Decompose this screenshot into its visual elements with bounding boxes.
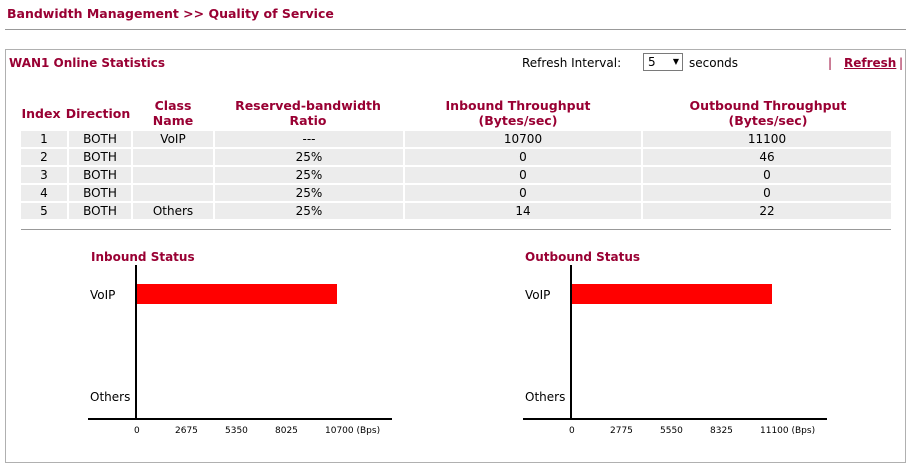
header-outbound-throughput: Outbound Throughput (Bytes/sec): [689, 98, 847, 128]
cell-index: 5: [21, 203, 67, 219]
table-divider: [21, 229, 891, 230]
cell-ratio: ---: [215, 131, 403, 147]
cell-outbound: 0: [643, 185, 891, 201]
refresh-interval-select[interactable]: 5 ▼: [643, 53, 683, 71]
page-title: Bandwidth Management >> Quality of Servi…: [7, 6, 334, 21]
cell-outbound: 22: [643, 203, 891, 219]
tick-label: 2775: [610, 426, 633, 436]
outbound-status-chart: VoIP Others 0 2775 5550 8325 11100 (Bps): [523, 265, 827, 436]
cell-direction: BOTH: [69, 167, 131, 183]
bar: [572, 284, 772, 304]
cell-outbound: 0: [643, 167, 891, 183]
inbound-status-chart: VoIP Others 0 2675 5350 8025 10700 (Bps): [88, 265, 392, 436]
header-class-name: Class Name: [152, 98, 194, 128]
refresh-interval-value: 5: [648, 55, 656, 69]
cell-direction: BOTH: [69, 149, 131, 165]
cell-inbound: 0: [405, 167, 641, 183]
separator-right: |: [899, 56, 904, 70]
tick-label: 10700 (Bps): [325, 426, 380, 436]
cell-inbound: 0: [405, 185, 641, 201]
cell-ratio: 25%: [215, 167, 403, 183]
title-divider: [5, 29, 906, 30]
table-row: 5 BOTH Others 25% 14 22: [18, 203, 892, 219]
statistics-panel: [5, 49, 906, 463]
cell-inbound: 14: [405, 203, 641, 219]
cell-index: 3: [21, 167, 67, 183]
cell-index: 2: [21, 149, 67, 165]
cell-direction: BOTH: [69, 185, 131, 201]
header-index: Index: [21, 106, 61, 121]
cell-direction: BOTH: [69, 203, 131, 219]
cell-direction: BOTH: [69, 131, 131, 147]
cell-class-name: Others: [133, 203, 213, 219]
tick-label: 8325: [710, 426, 733, 436]
cell-index: 1: [21, 131, 67, 147]
cell-ratio: 25%: [215, 149, 403, 165]
cell-outbound: 46: [643, 149, 891, 165]
separator-left: |: [828, 56, 833, 70]
outbound-chart-title: Outbound Status: [525, 250, 641, 264]
cell-outbound: 11100: [643, 131, 891, 147]
cell-inbound: 10700: [405, 131, 641, 147]
tick-label: 5550: [660, 426, 683, 436]
cell-index: 4: [21, 185, 67, 201]
inbound-chart-title: Inbound Status: [91, 250, 195, 264]
header-inbound-throughput: Inbound Throughput (Bytes/sec): [445, 98, 591, 128]
seconds-label: seconds: [689, 56, 739, 70]
cell-class-name: [133, 185, 213, 201]
cell-inbound: 0: [405, 149, 641, 165]
cell-ratio: 25%: [215, 185, 403, 201]
category-label: Others: [525, 390, 565, 404]
table-row: 1 BOTH VoIP --- 10700 11100: [18, 131, 892, 147]
cell-class-name: [133, 167, 213, 183]
cell-ratio: 25%: [215, 203, 403, 219]
tick-label: 2675: [175, 426, 198, 436]
category-label: Others: [90, 390, 130, 404]
header-reserved-ratio: Reserved-bandwidth Ratio: [235, 98, 381, 128]
section-title: WAN1 Online Statistics: [9, 56, 165, 70]
tick-label: 0: [569, 426, 575, 436]
cell-class-name: [133, 149, 213, 165]
tick-label: 8025: [275, 426, 298, 436]
table-row: 4 BOTH 25% 0 0: [18, 185, 892, 201]
tick-label: 5350: [225, 426, 248, 436]
header-direction: Direction: [65, 106, 131, 121]
cell-class-name: VoIP: [133, 131, 213, 147]
category-label: VoIP: [90, 288, 115, 302]
table-row: 3 BOTH 25% 0 0: [18, 167, 892, 183]
tick-label: 0: [134, 426, 140, 436]
chevron-down-icon: ▼: [672, 57, 679, 66]
tick-label: 11100 (Bps): [760, 426, 815, 436]
category-label: VoIP: [525, 288, 550, 302]
refresh-link[interactable]: Refresh: [844, 56, 897, 70]
bar: [137, 284, 337, 304]
refresh-interval-label: Refresh Interval:: [522, 56, 622, 70]
table-row: 2 BOTH 25% 0 46: [18, 149, 892, 165]
